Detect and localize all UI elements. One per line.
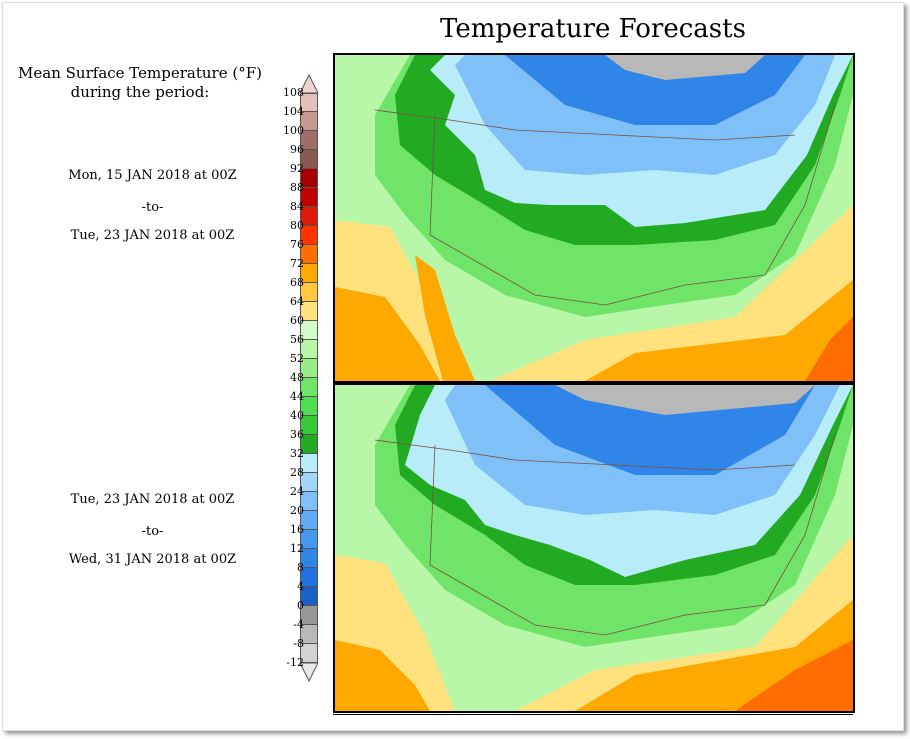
colorbar-cell (300, 606, 318, 625)
colorbar-cell (300, 321, 318, 340)
colorbar-cell (300, 131, 318, 150)
colorbar-tick-label: 24 (290, 485, 304, 498)
colorbar-cell (300, 454, 318, 473)
colorbar-tick-label: 72 (290, 257, 304, 270)
map-2-svg (335, 385, 853, 711)
colorbar-tick-label: 104 (283, 105, 304, 118)
colorbar-tick-label: 48 (290, 371, 304, 384)
colorbar-cell (300, 264, 318, 283)
colorbar-cell (300, 435, 318, 454)
colorbar-tick-label: 44 (290, 390, 304, 403)
period-1-end: Tue, 23 JAN 2018 at 00Z (70, 228, 235, 243)
colorbar-tick-label: 28 (290, 466, 304, 479)
colorbar-tick-label: 0 (297, 599, 304, 612)
colorbar-cell (300, 549, 318, 568)
legend-title-line2: during the period: (70, 83, 210, 101)
colorbar-tick-label: 68 (290, 276, 304, 289)
colorbar-cell (300, 283, 318, 302)
forecast-map-period-2 (333, 383, 855, 713)
colorbar-cell (300, 568, 318, 587)
colorbar-cell (300, 226, 318, 245)
colorbar-tick-label: 100 (283, 124, 304, 137)
colorbar-tick-label: -4 (293, 618, 304, 631)
colorbar-over-triangle (299, 74, 319, 93)
colorbar-cell (300, 188, 318, 207)
colorbar-tick-label: 88 (290, 181, 304, 194)
period-1-start: Mon, 15 JAN 2018 at 00Z (68, 168, 237, 183)
period-2-sep: -to- (141, 524, 164, 539)
colorbar-under-triangle (299, 663, 319, 682)
colorbar-tick-label: 36 (290, 428, 304, 441)
colorbar-tick-label: 56 (290, 333, 304, 346)
colorbar-tick-label: 52 (290, 352, 304, 365)
colorbar-tick-label: 96 (290, 143, 304, 156)
period-2-start: Tue, 23 JAN 2018 at 00Z (70, 492, 235, 507)
colorbar-tick-label: 92 (290, 162, 304, 175)
colorbar-tick-label: 32 (290, 447, 304, 460)
map-2-subzero-zone (555, 385, 815, 415)
colorbar-cell (300, 359, 318, 378)
colorbar-cell (300, 378, 318, 397)
colorbar-tick-label: 84 (290, 200, 304, 213)
colorbar-tick-label: -12 (286, 656, 304, 669)
forecast-map-period-1 (333, 53, 855, 383)
colorbar-cell (300, 169, 318, 188)
colorbar-cell (300, 416, 318, 435)
colorbar-cell (300, 302, 318, 321)
legend-title: Mean Surface Temperature (°F) during the… (10, 64, 270, 102)
map-1-subzero-zone (605, 55, 765, 80)
map-2-borders (374, 434, 836, 636)
colorbar-cell (300, 625, 318, 644)
colorbar-tick-label: -8 (293, 637, 304, 650)
colorbar-cell (300, 340, 318, 359)
colorbar-tick-label: 80 (290, 219, 304, 232)
period-2-end: Wed, 31 JAN 2018 at 00Z (68, 552, 237, 567)
colorbar-tick-label: 16 (290, 523, 304, 536)
colorbar-cell (300, 207, 318, 226)
colorbar-cell (300, 530, 318, 549)
colorbar-tick-label: 64 (290, 295, 304, 308)
period-1-sep: -to- (141, 200, 164, 215)
map-2-hot-sw (335, 640, 430, 711)
colorbar-tick-label: 4 (297, 580, 304, 593)
colorbar-cell (300, 93, 318, 112)
colorbar-tick-label: 108 (283, 86, 304, 99)
colorbar-cell (300, 587, 318, 606)
map-1-hot-sw (335, 287, 440, 381)
map-1-svg (335, 55, 853, 381)
colorbar-tick-label: 60 (290, 314, 304, 327)
map-1-borders (374, 104, 836, 306)
colorbar-cell (300, 397, 318, 416)
colorbar-cell (300, 112, 318, 131)
map-1-hottest (805, 317, 853, 381)
map-1-hot-gulf (585, 280, 853, 381)
legend-title-line1: Mean Surface Temperature (°F) (18, 64, 262, 82)
map-1-baja (415, 255, 475, 381)
colorbar-tick-label: 8 (297, 561, 304, 574)
bottom-rule (333, 714, 853, 715)
page-title: Temperature Forecasts (440, 14, 746, 44)
colorbar-cell (300, 150, 318, 169)
map-2-hottest (735, 640, 853, 711)
colorbar-tick-label: 20 (290, 504, 304, 517)
colorbar-cell (300, 245, 318, 264)
colorbar-cell (300, 473, 318, 492)
colorbar-tick-label: 40 (290, 409, 304, 422)
colorbar-cell (300, 492, 318, 511)
colorbar-tick-label: 76 (290, 238, 304, 251)
colorbar-tick-label: 12 (290, 542, 304, 555)
map-1-warm-gulf (490, 205, 853, 381)
colorbar-cell (300, 511, 318, 530)
